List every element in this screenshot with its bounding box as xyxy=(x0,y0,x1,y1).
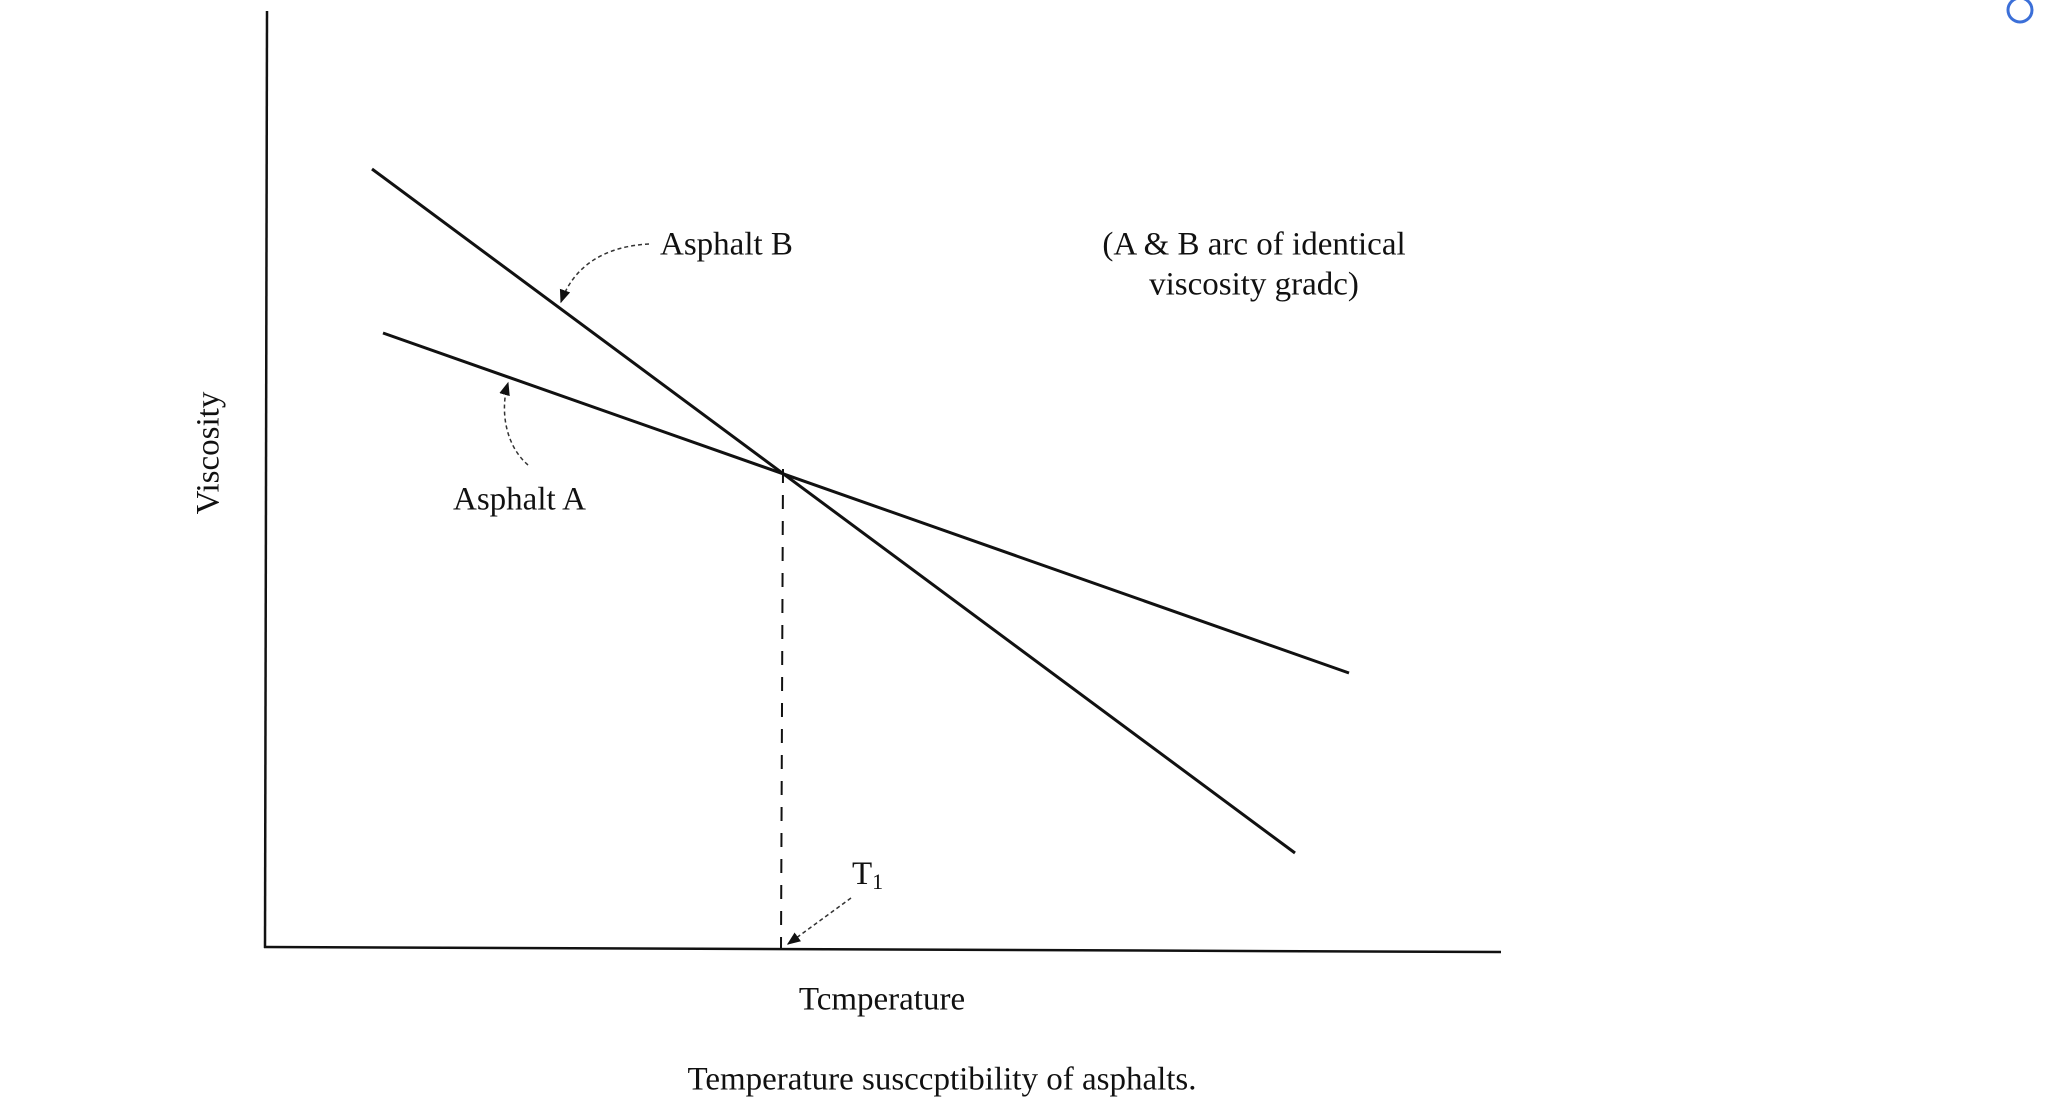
asphalt-a-line xyxy=(382,331,1350,675)
dashed-line xyxy=(780,468,784,949)
y-axis-label: Viscosity xyxy=(191,391,227,514)
marker-label: T1 xyxy=(852,856,883,894)
label-a: Asphalt A xyxy=(453,482,586,518)
leader-b xyxy=(559,243,650,304)
leader-t1 xyxy=(786,897,852,945)
x-axis-label: Tcmperature xyxy=(799,982,965,1018)
asphalt-b-line xyxy=(371,167,1296,855)
marker-t: T xyxy=(852,856,872,892)
note-line: viscosity gradc) xyxy=(1149,267,1359,303)
leader-a xyxy=(499,381,529,466)
y-axis xyxy=(263,10,269,949)
caption: Temperature susccptibility of asphalts. xyxy=(687,1062,1196,1098)
label-b: Asphalt B xyxy=(660,227,793,263)
marker-sub: 1 xyxy=(872,869,883,894)
ui-circle[interactable] xyxy=(2006,0,2034,24)
note-line: (A & B arc of identical xyxy=(1102,227,1405,263)
x-axis xyxy=(263,945,1502,954)
